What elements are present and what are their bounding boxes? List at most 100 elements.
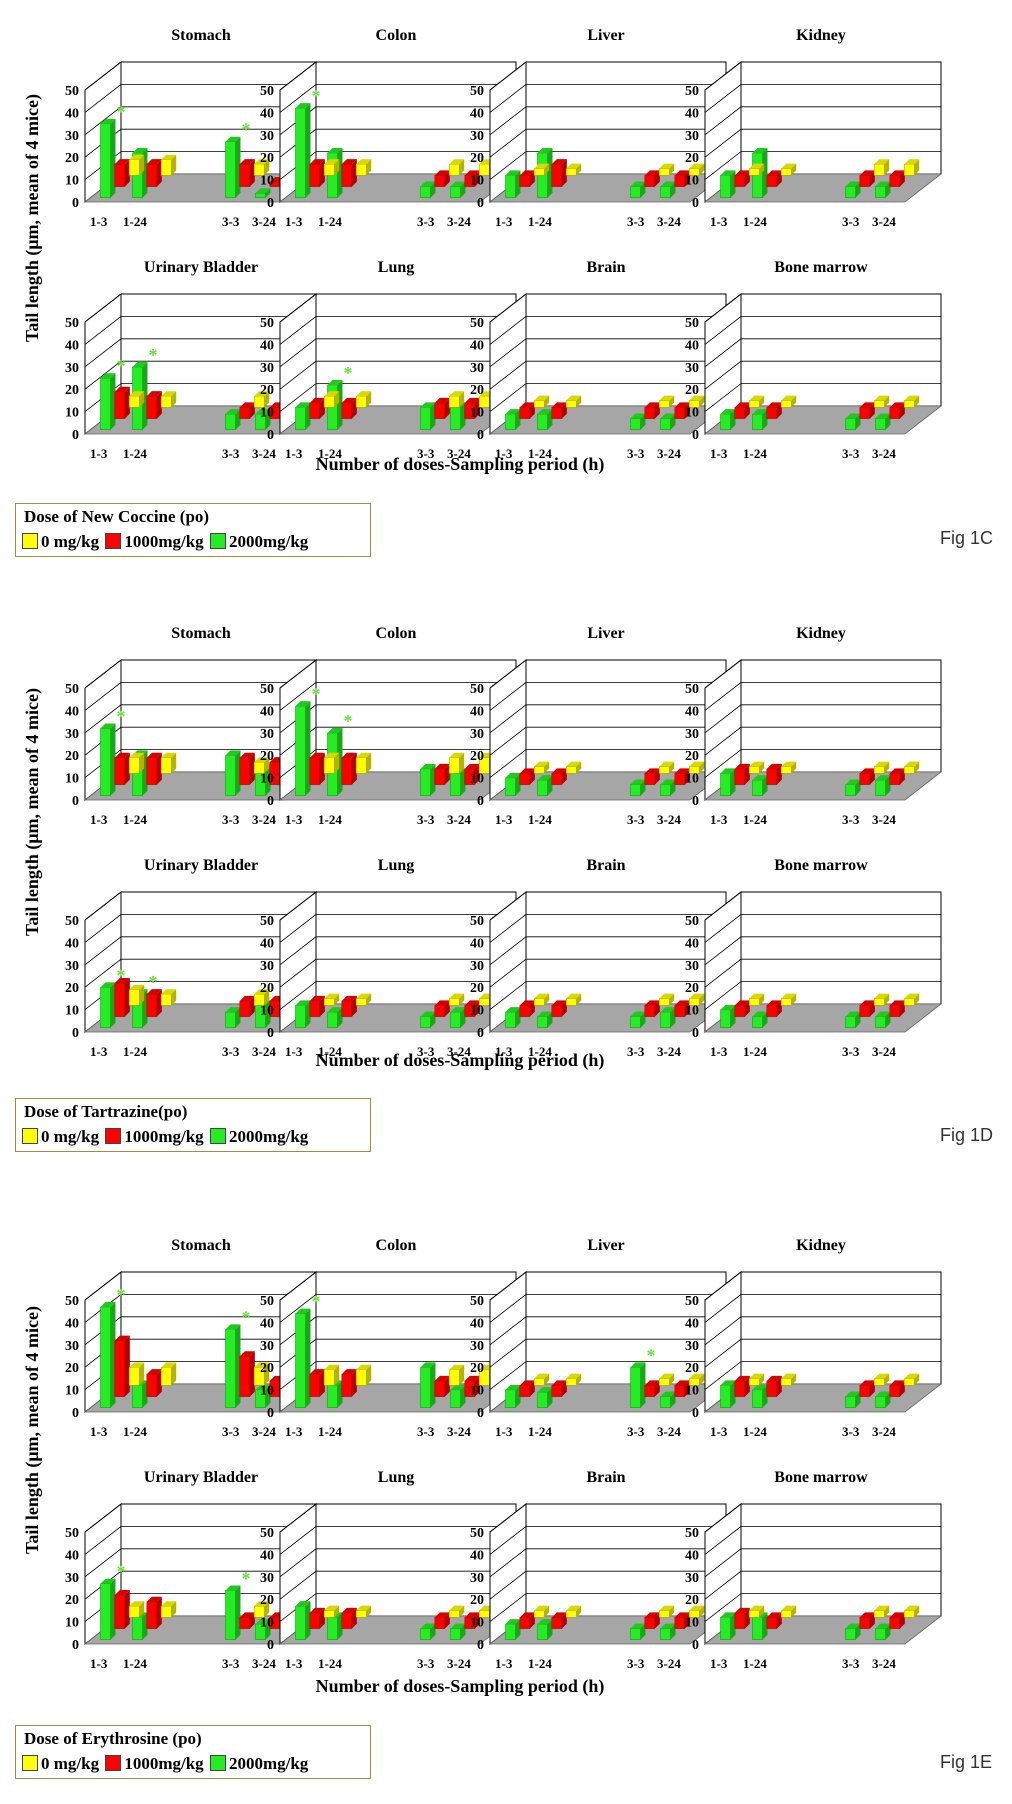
bar-front	[128, 159, 140, 176]
bar-top	[450, 1384, 466, 1390]
bar	[766, 1612, 782, 1629]
bar-front	[355, 757, 367, 774]
bar-top	[129, 154, 145, 160]
gridline	[279, 682, 516, 711]
bar-top	[781, 1373, 797, 1379]
bar-side	[762, 1612, 768, 1640]
bar-top	[551, 1000, 567, 1006]
bar-top	[324, 1605, 340, 1611]
x-tick-label: 3-3	[627, 1424, 645, 1439]
bar-front	[533, 168, 545, 176]
chart-panel-bone-marrow: 0 10 20 30 40 50 1-3 1-24 3-3 3-24 Bone marrow	[685, 1469, 943, 1671]
bar-side	[124, 159, 130, 187]
bar-side	[366, 391, 372, 408]
y-tick-label: 0	[692, 1406, 699, 1421]
fig-label-1e: Fig 1E	[940, 1752, 993, 1772]
bar-top	[146, 159, 162, 165]
y-tick-label: 30	[470, 959, 484, 974]
significance-star: *	[343, 711, 352, 731]
bar	[734, 1000, 750, 1017]
x-tick-label: 3-3	[417, 214, 435, 229]
bar-top	[674, 1612, 690, 1618]
bar-front	[748, 1610, 760, 1618]
bar-front	[859, 1385, 871, 1397]
x-tick-label: 1-24	[318, 214, 342, 229]
panel-title: Urinary Bladder	[144, 259, 258, 276]
x-tick-label: 3-3	[627, 446, 645, 461]
bar	[780, 395, 797, 408]
y-tick-label: 50	[260, 914, 274, 929]
bar-front	[873, 163, 885, 176]
bar-top	[889, 1612, 905, 1618]
bar-front	[748, 1378, 760, 1386]
bar-side	[171, 989, 177, 1006]
bar-side	[884, 159, 890, 176]
bar	[780, 761, 797, 774]
significance-star: *	[116, 1562, 125, 1582]
y-tick-label: 10	[685, 1004, 699, 1019]
bar-side	[730, 1004, 736, 1028]
back-wall	[315, 891, 517, 1005]
y-tick-label: 50	[65, 84, 79, 99]
bar-front	[748, 400, 760, 408]
bar-top	[464, 397, 480, 403]
gridline	[84, 128, 321, 158]
bar-side	[444, 397, 450, 419]
panel-title: Colon	[376, 1237, 417, 1254]
bar-front	[875, 418, 886, 430]
bar-top	[464, 1375, 480, 1381]
bar	[160, 391, 177, 408]
bar-front	[551, 1385, 563, 1397]
bar-top	[324, 1364, 340, 1370]
back-wall	[740, 293, 942, 407]
y-tick-label: 0	[477, 428, 484, 443]
gridline	[279, 749, 516, 778]
bar	[674, 1612, 690, 1629]
bar-side	[142, 1612, 148, 1640]
bar-top	[420, 1623, 436, 1629]
bar-front	[889, 1385, 901, 1397]
y-tick-label: 20	[260, 1593, 274, 1608]
y-tick-label: 50	[260, 1294, 274, 1309]
fig-label-1c: Fig 1C	[940, 528, 994, 548]
bar	[734, 402, 750, 419]
x-tick-label: 3-24	[252, 1656, 276, 1671]
bar	[752, 409, 768, 430]
chart-panel-bone-marrow: 0 10 20 30 40 50 1-3 1-24 3-3 3-24 Bone marrow	[685, 857, 943, 1059]
bar-top	[434, 1612, 450, 1618]
gridline	[84, 315, 321, 345]
y-tick-label: 30	[685, 361, 699, 376]
gridline	[84, 891, 321, 921]
x-tick-label: 3-24	[252, 1044, 276, 1059]
bar-side	[744, 1375, 750, 1397]
y-tick-label: 30	[260, 1571, 274, 1586]
bar-side	[235, 750, 241, 796]
bar	[100, 982, 116, 1028]
bar	[630, 1623, 646, 1640]
bar-front	[875, 1016, 886, 1028]
bar-front	[323, 998, 335, 1006]
significance-star: *	[148, 972, 157, 992]
y-tick-label: 10	[65, 1616, 79, 1631]
y-tick-label: 50	[470, 914, 484, 929]
bar	[859, 170, 875, 187]
gridline	[704, 981, 941, 1010]
bar-side	[576, 395, 582, 408]
bar-top	[660, 779, 676, 785]
panel-title: Kidney	[796, 625, 846, 642]
bar	[644, 1612, 660, 1629]
bar	[128, 1601, 145, 1618]
bar	[239, 402, 255, 419]
bar-top	[889, 1000, 905, 1006]
bar-side	[561, 1000, 567, 1017]
bar-top	[845, 1011, 861, 1017]
panel-title: Stomach	[171, 27, 231, 44]
bar	[160, 752, 177, 774]
bar	[420, 763, 436, 796]
significance-star: *	[646, 1345, 655, 1365]
bar	[734, 1607, 750, 1629]
gridline	[489, 682, 726, 711]
x-tick-label: 1-3	[495, 1044, 513, 1059]
bar-side	[699, 993, 705, 1006]
x-tick-label: 3-3	[842, 214, 860, 229]
